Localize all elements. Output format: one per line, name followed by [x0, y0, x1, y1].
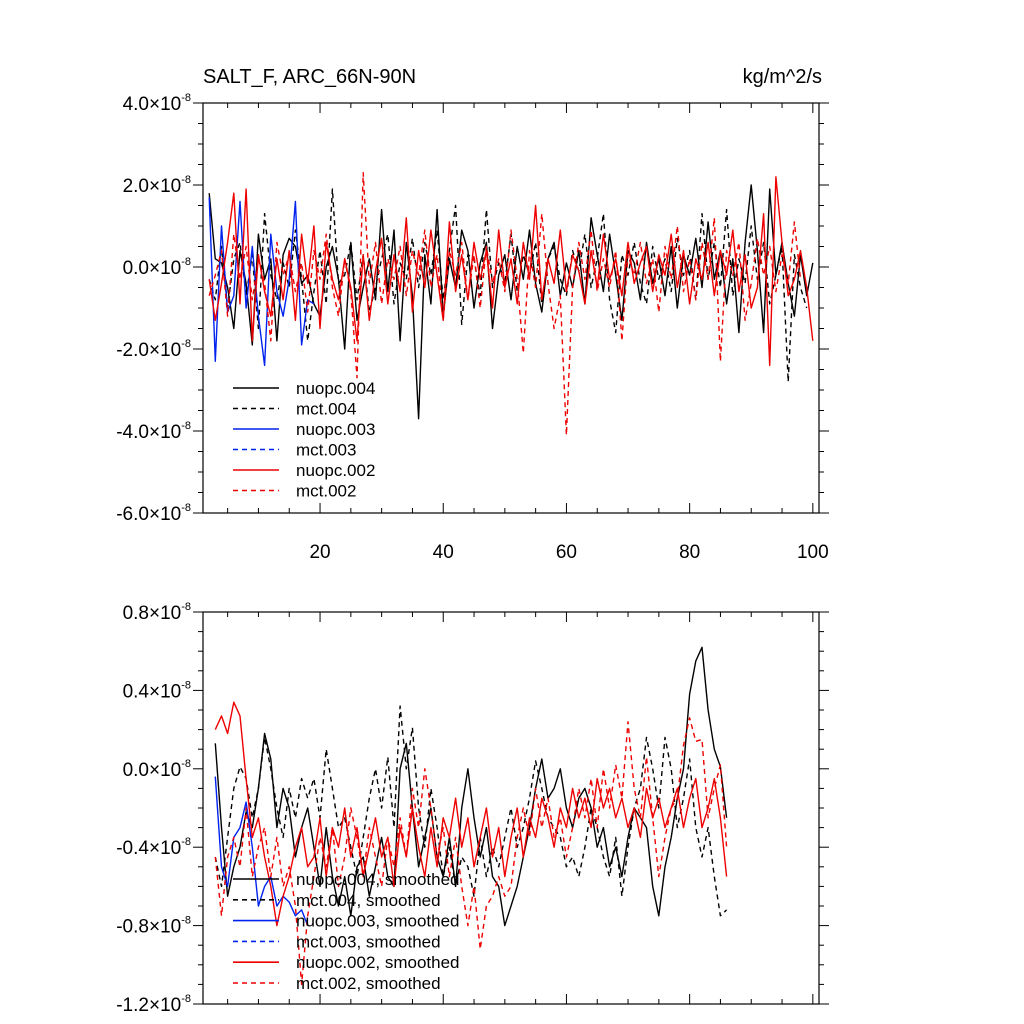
times-sign: ×10: [149, 603, 181, 624]
y-tick-label: -4.0×10-8: [116, 420, 191, 443]
legend-label: nuopc.003: [296, 420, 375, 439]
bottom-plot-frame: [202, 611, 820, 1005]
top-x-tick-labels: 20 40 60 80 100: [309, 542, 828, 563]
y-tick-exponent: -8: [181, 836, 191, 848]
y-tick-exponent: -8: [181, 338, 191, 350]
y-tick-exponent: -8: [181, 420, 191, 432]
y-tick-mantissa: -6.0: [116, 504, 149, 525]
series-line-mct-004: [208, 188, 808, 383]
y-tick-mantissa: -0.8: [116, 917, 149, 938]
series-line-mct-002-smoothed: [214, 717, 728, 986]
y-tick-mantissa: -4.0: [116, 422, 149, 443]
chart-title: SALT_F, ARC_66N-90N: [203, 66, 416, 88]
bottom-axis-ticks: [193, 611, 829, 1005]
y-tick-mantissa: 0.4: [123, 681, 150, 702]
legend-label: nuopc.003, smoothed: [296, 912, 460, 931]
y-tick-exponent: -8: [181, 174, 191, 186]
times-sign: ×10: [149, 176, 181, 197]
top-series-lines: [208, 171, 814, 436]
legend-label: mct.002, smoothed: [296, 974, 441, 993]
times-sign: ×10: [149, 917, 181, 938]
series-line-nuopc-002: [208, 176, 814, 367]
legend-label: mct.004, smoothed: [296, 891, 441, 910]
y-tick-label: -0.8×10-8: [116, 915, 191, 938]
legend-label: nuopc.002: [296, 461, 375, 480]
y-tick-mantissa: 0.8: [123, 603, 149, 624]
top-y-tick-labels: 4.0×10-82.0×10-80.0×10-8-2.0×10-8-4.0×10…: [116, 92, 191, 525]
legend-label: nuopc.004, smoothed: [296, 870, 460, 889]
y-tick-label: 4.0×10-8: [123, 92, 191, 115]
y-tick-exponent: -8: [181, 256, 191, 268]
x-tick-label: 60: [556, 542, 577, 563]
x-tick-label: 100: [797, 542, 829, 563]
x-tick-label: 80: [679, 542, 700, 563]
y-tick-exponent: -8: [181, 915, 191, 927]
y-tick-mantissa: -1.2: [116, 995, 149, 1016]
y-tick-mantissa: 2.0: [123, 176, 149, 197]
series-line-mct-002: [208, 171, 802, 436]
y-tick-exponent: -8: [181, 758, 191, 770]
times-sign: ×10: [149, 681, 181, 702]
y-tick-exponent: -8: [181, 679, 191, 691]
legend-label: mct.003: [296, 441, 356, 460]
y-tick-exponent: -8: [181, 92, 191, 104]
legend-label: mct.004: [296, 400, 356, 419]
y-tick-label: -2.0×10-8: [116, 338, 191, 361]
x-tick-label: 20: [309, 542, 330, 563]
y-tick-mantissa: 0.0: [123, 258, 149, 279]
y-tick-mantissa: -2.0: [116, 340, 149, 361]
bottom-y-tick-labels: 0.8×10-80.4×10-80.0×10-8-0.4×10-8-0.8×10…: [116, 601, 191, 1016]
times-sign: ×10: [149, 838, 181, 859]
top-panel: SALT_F, ARC_66N-90N kg/m^2/s 4.0×10-82.0…: [116, 66, 829, 563]
legend-label: mct.003, smoothed: [296, 932, 441, 951]
series-line-nuopc-002-smoothed: [214, 701, 728, 927]
bottom-panel: 0.8×10-80.4×10-80.0×10-8-0.4×10-8-0.8×10…: [116, 601, 829, 1016]
x-tick-label: 40: [433, 542, 454, 563]
y-tick-exponent: -8: [181, 502, 191, 514]
times-sign: ×10: [149, 258, 181, 279]
y-tick-label: 0.0×10-8: [123, 758, 191, 781]
y-tick-exponent: -8: [181, 601, 191, 613]
y-tick-label: 0.8×10-8: [123, 601, 191, 624]
times-sign: ×10: [149, 995, 181, 1016]
top-plot-frame: [202, 102, 820, 514]
bottom-series-lines: [214, 646, 728, 986]
legend-label: mct.002: [296, 482, 356, 501]
legend-label: nuopc.002, smoothed: [296, 953, 460, 972]
top-axis-ticks: [193, 102, 829, 514]
y-tick-mantissa: 0.0: [123, 760, 149, 781]
y-tick-label: 0.4×10-8: [123, 679, 191, 702]
y-tick-label: 0.0×10-8: [123, 256, 191, 279]
y-tick-mantissa: -0.4: [116, 838, 149, 859]
y-tick-label: -6.0×10-8: [116, 502, 191, 525]
series-line-nuopc-003-smoothed: [214, 776, 309, 926]
y-tick-label: 2.0×10-8: [123, 174, 191, 197]
bottom-legend: nuopc.004, smoothed mct.004, smoothed nuop…: [233, 870, 460, 993]
y-tick-exponent: -8: [181, 993, 191, 1005]
times-sign: ×10: [149, 94, 181, 115]
times-sign: ×10: [149, 760, 181, 781]
units-label: kg/m^2/s: [743, 66, 822, 88]
y-tick-label: -0.4×10-8: [116, 836, 191, 859]
y-tick-label: -1.2×10-8: [116, 993, 191, 1016]
legend-label: nuopc.004: [296, 379, 375, 398]
times-sign: ×10: [149, 340, 181, 361]
times-sign: ×10: [149, 504, 181, 525]
series-line-mct-004-smoothed: [214, 705, 728, 917]
times-sign: ×10: [149, 422, 181, 443]
y-tick-mantissa: 4.0: [123, 94, 149, 115]
